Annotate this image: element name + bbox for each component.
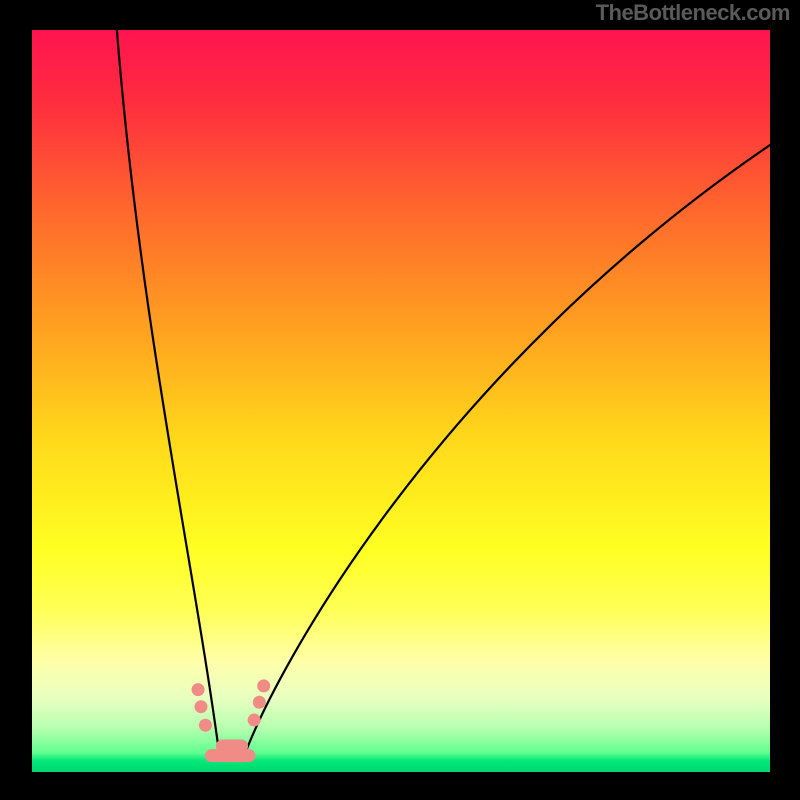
watermark-text: TheBottleneck.com [596,0,790,26]
data-marker [253,696,266,709]
data-marker [192,683,205,696]
chart-svg [32,30,770,772]
curve-branch [117,30,220,761]
curve-branch [220,145,770,761]
plot-area [32,30,770,772]
chart-container: TheBottleneck.com [0,0,800,800]
data-marker [199,719,212,732]
data-marker [257,679,270,692]
data-marker [195,700,208,713]
data-marker-pill [205,749,256,762]
data-marker [248,714,261,727]
